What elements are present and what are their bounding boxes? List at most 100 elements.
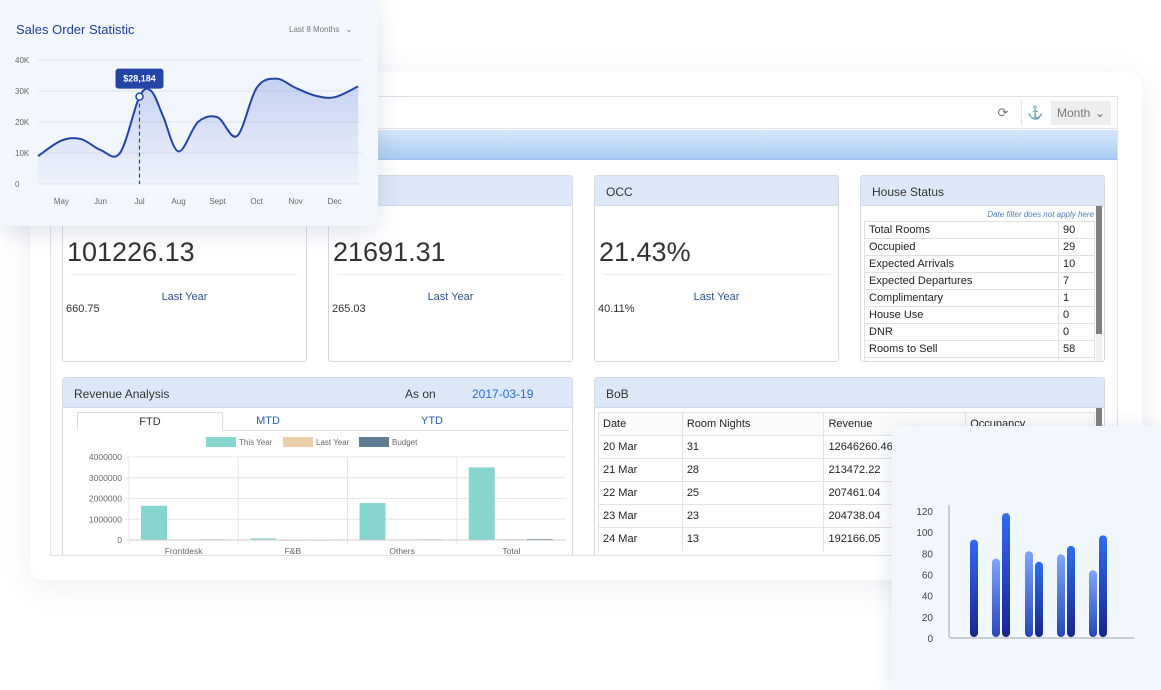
house-status-value: 32 — [1058, 357, 1095, 361]
house-status-label: EOD Projection — [864, 357, 1059, 361]
kpi-value: 101226.13 — [67, 237, 195, 267]
legend-swatch — [283, 437, 313, 447]
bob-cell: 28 — [682, 458, 825, 482]
tab-ftd[interactable]: FTD — [77, 412, 223, 431]
tab-mtd[interactable]: MTD — [256, 415, 280, 427]
bar[interactable] — [1057, 554, 1065, 637]
axis — [948, 505, 1134, 639]
y-tick-label: 20 — [922, 613, 934, 624]
bob-cell: 25 — [682, 481, 825, 505]
refresh-icon[interactable]: ⟳ — [997, 105, 1009, 120]
as-on-label: As on — [405, 387, 436, 401]
sales-title: Sales Order Statistic — [16, 22, 135, 37]
bar[interactable] — [1099, 535, 1107, 637]
range-select[interactable]: Last 8 Months ⌄ — [289, 25, 352, 34]
bar[interactable] — [359, 503, 386, 540]
revenue-bar-chart: This Year Last Year Budget 0 1000000 2000000 3… — [89, 437, 566, 556]
chevron-down-icon: ⌄ — [1094, 106, 1105, 120]
bar[interactable] — [1035, 561, 1043, 637]
kpi-last-year-label: Last Year — [427, 291, 474, 303]
revenue-tabs: FTD MTD YTD — [77, 412, 569, 431]
kpi-last-year-label: Last Year — [693, 291, 740, 303]
house-status-title: House Status — [861, 176, 1104, 206]
bar[interactable] — [1089, 570, 1097, 637]
bar[interactable] — [1002, 513, 1010, 637]
range-select-value: Last 8 Months — [289, 25, 340, 34]
dashboard-window: ⟳ ⚓ Month ⌄ 101226.13 Last Year 660.75 R… — [50, 96, 1118, 556]
tab-ytd[interactable]: YTD — [421, 415, 443, 427]
legend-swatch — [206, 437, 236, 447]
revenue-analysis-header: Revenue Analysis As on 2017-03-19 — [63, 378, 572, 408]
y-tick-label: 4000000 — [89, 452, 122, 462]
tooltip — [115, 68, 164, 89]
house-status-value: 0 — [1058, 323, 1095, 341]
house-status-row: Total Rooms 90 — [864, 221, 1095, 239]
sales-order-card: Sales Order Statistic Last 8 Months ⌄ 0 1… — [0, 0, 378, 226]
x-tick-label: Aug — [171, 197, 185, 206]
y-tick-label: 2000000 — [89, 494, 122, 504]
kpi-title: OCC — [595, 176, 838, 206]
period-select-value: Month — [1057, 106, 1091, 120]
x-tick-label: Jul — [134, 197, 144, 206]
bob-title: BoB — [595, 378, 1104, 408]
house-status-label: Expected Departures — [864, 272, 1059, 290]
as-on-date[interactable]: 2017-03-19 — [472, 387, 534, 401]
kpi-value: 21691.31 — [333, 237, 446, 267]
period-select[interactable]: Month ⌄ — [1051, 101, 1111, 125]
x-tick-label: Oct — [250, 197, 263, 206]
y-tick-label: 100 — [916, 528, 933, 539]
bob-column-header[interactable]: Date — [598, 412, 683, 436]
x-tick-label: Total — [502, 546, 520, 556]
revenue-analysis-card: Revenue Analysis As on 2017-03-19 FTD MT… — [62, 377, 573, 556]
anchor-icon[interactable]: ⚓ — [1021, 101, 1049, 125]
bar[interactable] — [468, 467, 495, 540]
house-status-row: House Use 0 — [864, 306, 1095, 324]
bar[interactable] — [992, 558, 1000, 637]
bob-column-header[interactable]: Room Nights — [682, 412, 825, 436]
bob-cell: 21 Mar — [598, 458, 683, 482]
x-tick-label: Sept — [209, 197, 226, 206]
house-status-value: 10 — [1058, 255, 1095, 273]
x-tick-label: Nov — [289, 197, 303, 206]
bar[interactable] — [970, 539, 978, 637]
legend-label: Budget — [392, 438, 418, 447]
y-tick-label: 80 — [922, 549, 934, 560]
y-tick-label: 0 — [15, 180, 20, 189]
bar[interactable] — [250, 538, 277, 540]
house-status-label: Occupied — [864, 238, 1059, 256]
bob-cell: 20 Mar — [598, 435, 683, 459]
y-tick-label: 40K — [15, 56, 30, 65]
kpi-last-year-label: Last Year — [161, 291, 208, 303]
scrollbar-thumb[interactable] — [1096, 206, 1102, 334]
bar[interactable] — [1025, 551, 1033, 637]
house-status-value: 58 — [1058, 340, 1095, 358]
bob-cell: 22 Mar — [598, 481, 683, 505]
bob-cell: 13 — [682, 527, 825, 551]
scrollbar[interactable] — [1096, 206, 1102, 361]
bar-chart-card: 0 20 40 60 80 100 120 — [892, 426, 1161, 690]
house-status-row: EOD Projection32 — [864, 357, 1095, 361]
x-tick-label: Others — [389, 546, 415, 556]
y-tick-label: 40 — [922, 592, 934, 603]
house-status-row: Expected Arrivals 10 — [864, 255, 1095, 273]
house-status-label: House Use — [864, 306, 1059, 324]
house-status-table: Total Rooms 90 Occupied 29 Expected Arrivals… — [864, 221, 1095, 361]
bob-cell: 24 Mar — [598, 527, 683, 551]
kpi-last-year-value: 40.11% — [598, 303, 635, 315]
legend-label: Last Year — [316, 438, 350, 447]
bar[interactable] — [141, 505, 167, 540]
highlight-point[interactable] — [135, 92, 144, 101]
x-tick-label: May — [54, 197, 69, 206]
house-status-label: DNR — [864, 323, 1059, 341]
house-status-label: Complimentary — [864, 289, 1059, 307]
house-status-row: Expected Departures 7 — [864, 272, 1095, 290]
house-status-label: Total Rooms — [864, 221, 1059, 239]
y-tick-label: 30K — [15, 87, 30, 96]
bar[interactable] — [526, 538, 553, 540]
gradient-bar-chart: 0 20 40 60 80 100 120 — [916, 505, 1134, 645]
house-status-label: Rooms to Sell — [864, 340, 1059, 358]
house-status-row: Occupied 29 — [864, 238, 1095, 256]
bar[interactable] — [1067, 545, 1075, 637]
house-status-row: Complimentary 1 — [864, 289, 1095, 307]
scrollbar-thumb[interactable] — [1096, 408, 1102, 428]
